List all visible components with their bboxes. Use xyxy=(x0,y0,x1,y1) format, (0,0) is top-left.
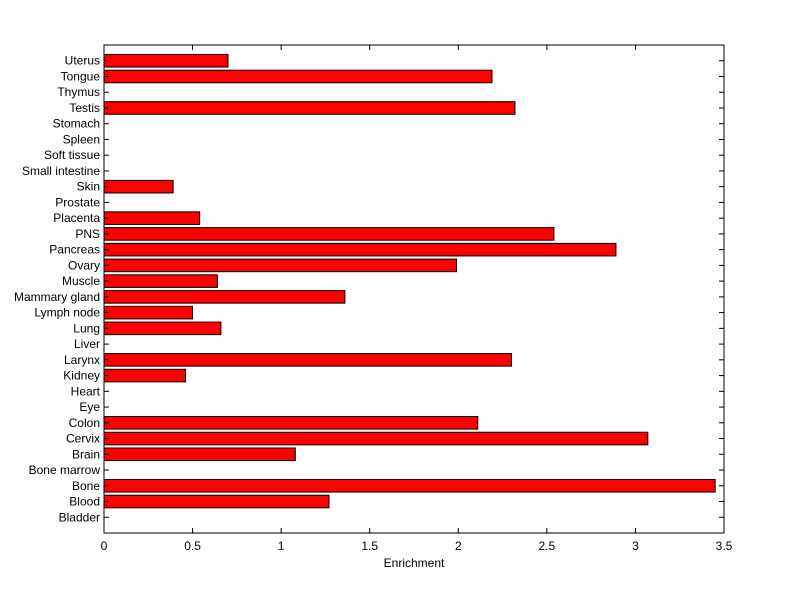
category-label: Blood xyxy=(69,495,100,509)
category-label: Soft tissue xyxy=(44,148,100,162)
bar-blood xyxy=(103,494,330,509)
category-label: Larynx xyxy=(64,353,100,367)
category-label: Pancreas xyxy=(49,243,100,257)
category-label: Skin xyxy=(77,180,100,194)
category-label: Mammary gland xyxy=(14,290,100,304)
category-label: Liver xyxy=(74,337,100,351)
plot-frame xyxy=(103,44,725,534)
bar-uterus xyxy=(103,53,229,68)
category-label: Cervix xyxy=(66,432,100,446)
bar-skin xyxy=(103,179,174,194)
bar-lymph-node xyxy=(103,305,194,320)
bar-tongue xyxy=(103,69,493,84)
bar-mammary-gland xyxy=(103,290,346,304)
category-label: Thymus xyxy=(57,85,100,99)
category-label: Muscle xyxy=(62,274,100,288)
category-label: Brain xyxy=(72,447,100,461)
category-label: Bone xyxy=(72,479,100,493)
category-label: Testis xyxy=(69,101,100,115)
bar-colon xyxy=(103,416,479,430)
bar-cervix xyxy=(103,431,649,446)
bar-brain xyxy=(103,447,296,462)
x-tick-label: 2.5 xyxy=(539,539,556,553)
x-tick-label: 1 xyxy=(278,539,285,553)
x-tick-label: 1.5 xyxy=(361,539,378,553)
category-label: Lymph node xyxy=(34,306,100,320)
category-label: Bladder xyxy=(59,510,100,524)
category-label: Lung xyxy=(73,321,100,335)
category-label: Eye xyxy=(79,400,100,414)
category-label: Kidney xyxy=(63,369,100,383)
x-tick-label: 3 xyxy=(632,539,639,553)
category-label: Heart xyxy=(71,384,101,398)
bar-kidney xyxy=(103,368,186,383)
bar-bone xyxy=(103,478,716,493)
bar-pancreas xyxy=(103,242,617,257)
category-label: Spleen xyxy=(63,132,100,146)
ticks-group xyxy=(103,45,725,533)
bar-placenta xyxy=(103,211,201,225)
category-label: Colon xyxy=(69,416,100,430)
category-label: Bone marrow xyxy=(29,463,101,477)
bar-pns xyxy=(103,227,555,241)
bar-larynx xyxy=(103,353,512,367)
category-label: Small intestine xyxy=(22,164,100,178)
category-label: Placenta xyxy=(53,211,100,225)
x-tick-label: 3.5 xyxy=(716,539,733,553)
bar-testis xyxy=(103,101,516,115)
x-tick-label: 0 xyxy=(101,539,108,553)
category-label: PNS xyxy=(75,227,100,241)
bar-lung xyxy=(103,321,222,336)
category-label: Uterus xyxy=(65,54,100,68)
category-label: Stomach xyxy=(53,117,100,131)
category-label: Tongue xyxy=(61,69,101,83)
x-axis-label: Enrichment xyxy=(384,556,445,570)
x-tick-label: 0.5 xyxy=(184,539,201,553)
category-label: Prostate xyxy=(55,195,100,209)
bar-ovary xyxy=(103,258,458,273)
category-label: Ovary xyxy=(68,258,100,272)
bar-muscle xyxy=(103,274,218,288)
x-tick-label: 2 xyxy=(455,539,462,553)
